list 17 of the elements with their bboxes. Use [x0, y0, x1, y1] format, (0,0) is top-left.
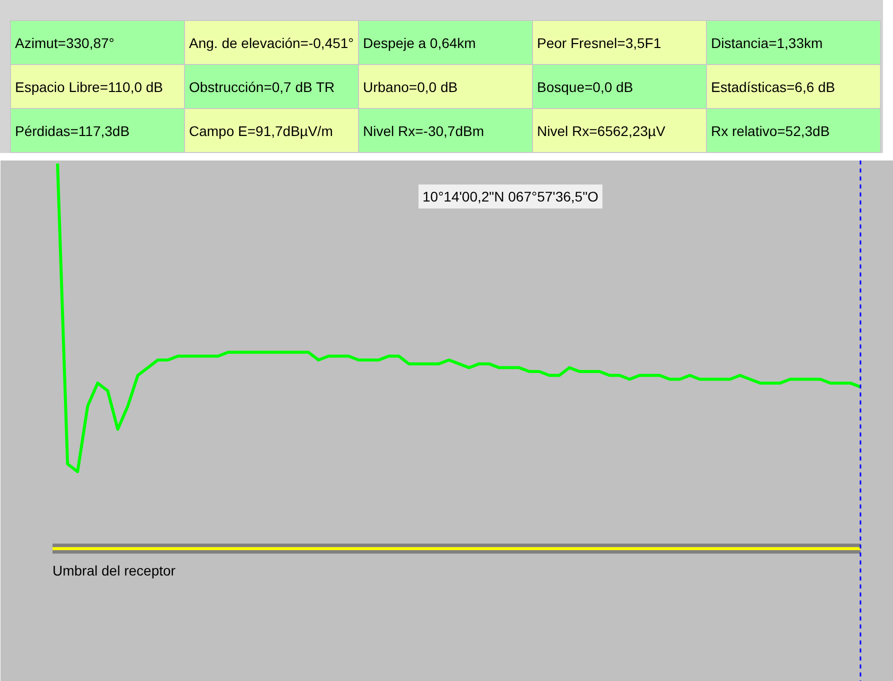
ref-line-label: Umbral del receptor: [52, 562, 176, 579]
table-cell: Azimut=330,87°: [10, 20, 184, 64]
table-cell: Pérdidas=117,3dB: [10, 108, 184, 152]
table-cell: Peor Fresnel=3,5F1: [532, 20, 706, 64]
table-cell: Despeje a 0,64km: [358, 20, 532, 64]
table-cell: Distancia=1,33km: [706, 20, 880, 64]
table-cell: Espacio Libre=110,0 dB: [10, 64, 184, 108]
table-cell: Campo E=91,7dBµV/m: [184, 108, 358, 152]
table-cell: Obstrucción=0,7 dB TR: [184, 64, 358, 108]
table-cell: Nivel Rx=-30,7dBm: [358, 108, 532, 152]
table-cell: Bosque=0,0 dB: [532, 64, 706, 108]
annotation: 10°14'00,2"N 067°57'36,5"O: [422, 188, 599, 204]
table-cell: Nivel Rx=6562,23µV: [532, 108, 706, 152]
table-cell: Ang. de elevación=-0,451°: [184, 20, 358, 64]
table-cell: Estadísticas=6,6 dB: [706, 64, 880, 108]
table-cell: Urbano=0,0 dB: [358, 64, 532, 108]
table-cell: Rx relativo=52,3dB: [706, 108, 880, 152]
